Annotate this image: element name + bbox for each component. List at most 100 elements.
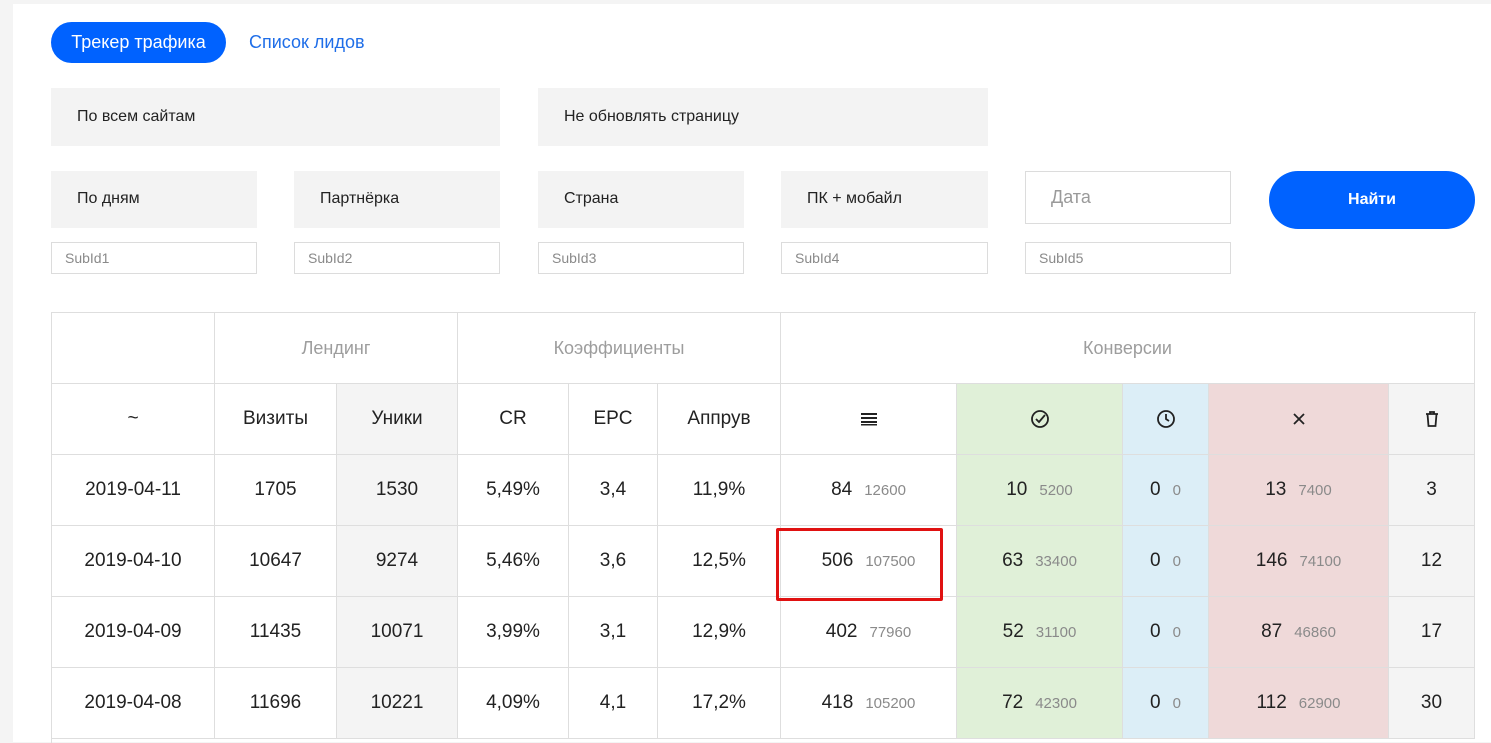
cell-trash-value: 12 (1420, 550, 1443, 571)
cell-visits-value: 1705 (254, 479, 297, 500)
cell-all-value: 418 (821, 692, 854, 713)
header-uniques[interactable]: Уники (337, 384, 458, 455)
cell-approved: 63 33400 (957, 526, 1123, 597)
cell-uniques-value: 10071 (370, 621, 424, 642)
cell-approve: 17,2% (658, 668, 781, 739)
device-select[interactable]: ПК + мобайл (781, 171, 988, 228)
cell-rejected-value: 87 (1261, 621, 1283, 642)
cell-pending-sum: 0 (1172, 481, 1181, 499)
cell-rejected-sum: 7400 (1298, 481, 1332, 499)
cell-all-value: 402 (825, 621, 858, 642)
cell-trash: 17 (1389, 597, 1475, 668)
cell-approved-value: 63 (1002, 550, 1024, 571)
cell-pending-value: 0 (1150, 479, 1161, 500)
cell-all-sum: 77960 (869, 623, 912, 641)
header-trash[interactable] (1389, 384, 1475, 455)
list-icon (860, 413, 877, 426)
cell-rejected-sum: 62900 (1298, 694, 1341, 712)
cell-uniques: 1530 (337, 455, 458, 526)
partner-select[interactable]: Партнёрка (294, 171, 500, 228)
group-conversions: Конверсии (781, 313, 1475, 384)
cell-cr: 4,09% (458, 668, 569, 739)
cell-cr-value: 5,49% (486, 479, 540, 500)
cell-cr-value: 3,99% (486, 621, 540, 642)
cell-visits: 1705 (215, 455, 337, 526)
cell-visits: 11435 (215, 597, 337, 668)
header-date[interactable]: ~ (52, 384, 215, 455)
group-landing: Лендинг (215, 313, 458, 384)
find-button[interactable]: Найти (1269, 171, 1475, 229)
cell-all-value: 84 (831, 479, 853, 500)
header-approved[interactable] (957, 384, 1123, 455)
tab-traffic-tracker[interactable]: Трекер трафика (51, 22, 226, 63)
subid1-input[interactable]: SubId1 (51, 242, 257, 274)
cell-approved-value: 10 (1006, 479, 1028, 500)
header-visits[interactable]: Визиты (215, 384, 337, 455)
cell-pending-value: 0 (1150, 550, 1161, 571)
cell-uniques: 10071 (337, 597, 458, 668)
refresh-select[interactable]: Не обновлять страницу (538, 88, 988, 146)
cell-uniques: 9274 (337, 526, 458, 597)
date-input[interactable]: Дата (1025, 171, 1231, 224)
trash-icon (1425, 411, 1438, 427)
cell-pending-sum: 0 (1172, 623, 1181, 641)
cell-approved: 72 42300 (957, 668, 1123, 739)
header-approve[interactable]: Аппрув (658, 384, 781, 455)
cell-approve-value: 12,5% (692, 550, 746, 571)
cell-rejected: 112 62900 (1209, 668, 1389, 739)
cell-date-value: 2019-04-08 (84, 692, 182, 713)
header-epc[interactable]: EPC (569, 384, 658, 455)
cell-all: 418 105200 (781, 668, 957, 739)
cell-rejected-value: 13 (1265, 479, 1287, 500)
header-pending[interactable] (1123, 384, 1209, 455)
tab-leads-list[interactable]: Список лидов (249, 32, 365, 52)
cell-pending-value: 0 (1150, 692, 1161, 713)
header-rejected[interactable] (1209, 384, 1389, 455)
cell-all: 506 107500 (781, 526, 957, 597)
cell-rejected: 13 7400 (1209, 455, 1389, 526)
cell-date: 2019-04-09 (52, 597, 215, 668)
cell-approved-sum: 31100 (1035, 623, 1077, 641)
cell-trash: 3 (1389, 455, 1475, 526)
cell-uniques-value: 10221 (370, 692, 424, 713)
subid5-input[interactable]: SubId5 (1025, 242, 1231, 274)
cell-epc: 3,6 (569, 526, 658, 597)
cell-visits-value: 11435 (249, 621, 302, 642)
cell-approved: 52 31100 (957, 597, 1123, 668)
cell-uniques: 10221 (337, 668, 458, 739)
stats-table: Лендинг Коэффициенты Конверсии ~ Визиты … (51, 312, 1476, 743)
cell-uniques-value: 1530 (375, 479, 419, 500)
cell-rejected: 87 46860 (1209, 597, 1389, 668)
cell-visits-value: 11696 (249, 692, 302, 713)
sites-select[interactable]: По всем сайтам (51, 88, 500, 146)
subid3-input[interactable]: SubId3 (538, 242, 744, 274)
cell-pending-sum: 0 (1172, 694, 1181, 712)
cell-visits: 11696 (215, 668, 337, 739)
cell-epc-value: 3,1 (599, 621, 627, 642)
cell-visits-value: 10647 (249, 550, 302, 571)
cell-epc-value: 4,1 (599, 692, 627, 713)
cell-uniques-value: 9274 (375, 550, 419, 571)
cell-trash-value: 30 (1420, 692, 1443, 713)
cell-approve-value: 11,9% (692, 479, 746, 500)
country-select[interactable]: Страна (538, 171, 744, 228)
cell-visits: 10647 (215, 526, 337, 597)
cell-all-value: 506 (821, 550, 854, 571)
cell-trash-value: 17 (1420, 621, 1443, 642)
header-all-conversions[interactable] (781, 384, 957, 455)
cell-approve-value: 17,2% (692, 692, 746, 713)
subid4-input[interactable]: SubId4 (781, 242, 988, 274)
cell-date: 2019-04-08 (52, 668, 215, 739)
cell-date: 2019-04-11 (52, 455, 215, 526)
header-cr[interactable]: CR (458, 384, 569, 455)
cell-epc-value: 3,6 (599, 550, 627, 571)
period-select[interactable]: По дням (51, 171, 257, 228)
subid2-input[interactable]: SubId2 (294, 242, 500, 274)
cell-epc: 3,1 (569, 597, 658, 668)
group-empty (52, 313, 215, 384)
cell-approve: 11,9% (658, 455, 781, 526)
cell-date: 2019-04-10 (52, 526, 215, 597)
cell-cr: 5,46% (458, 526, 569, 597)
